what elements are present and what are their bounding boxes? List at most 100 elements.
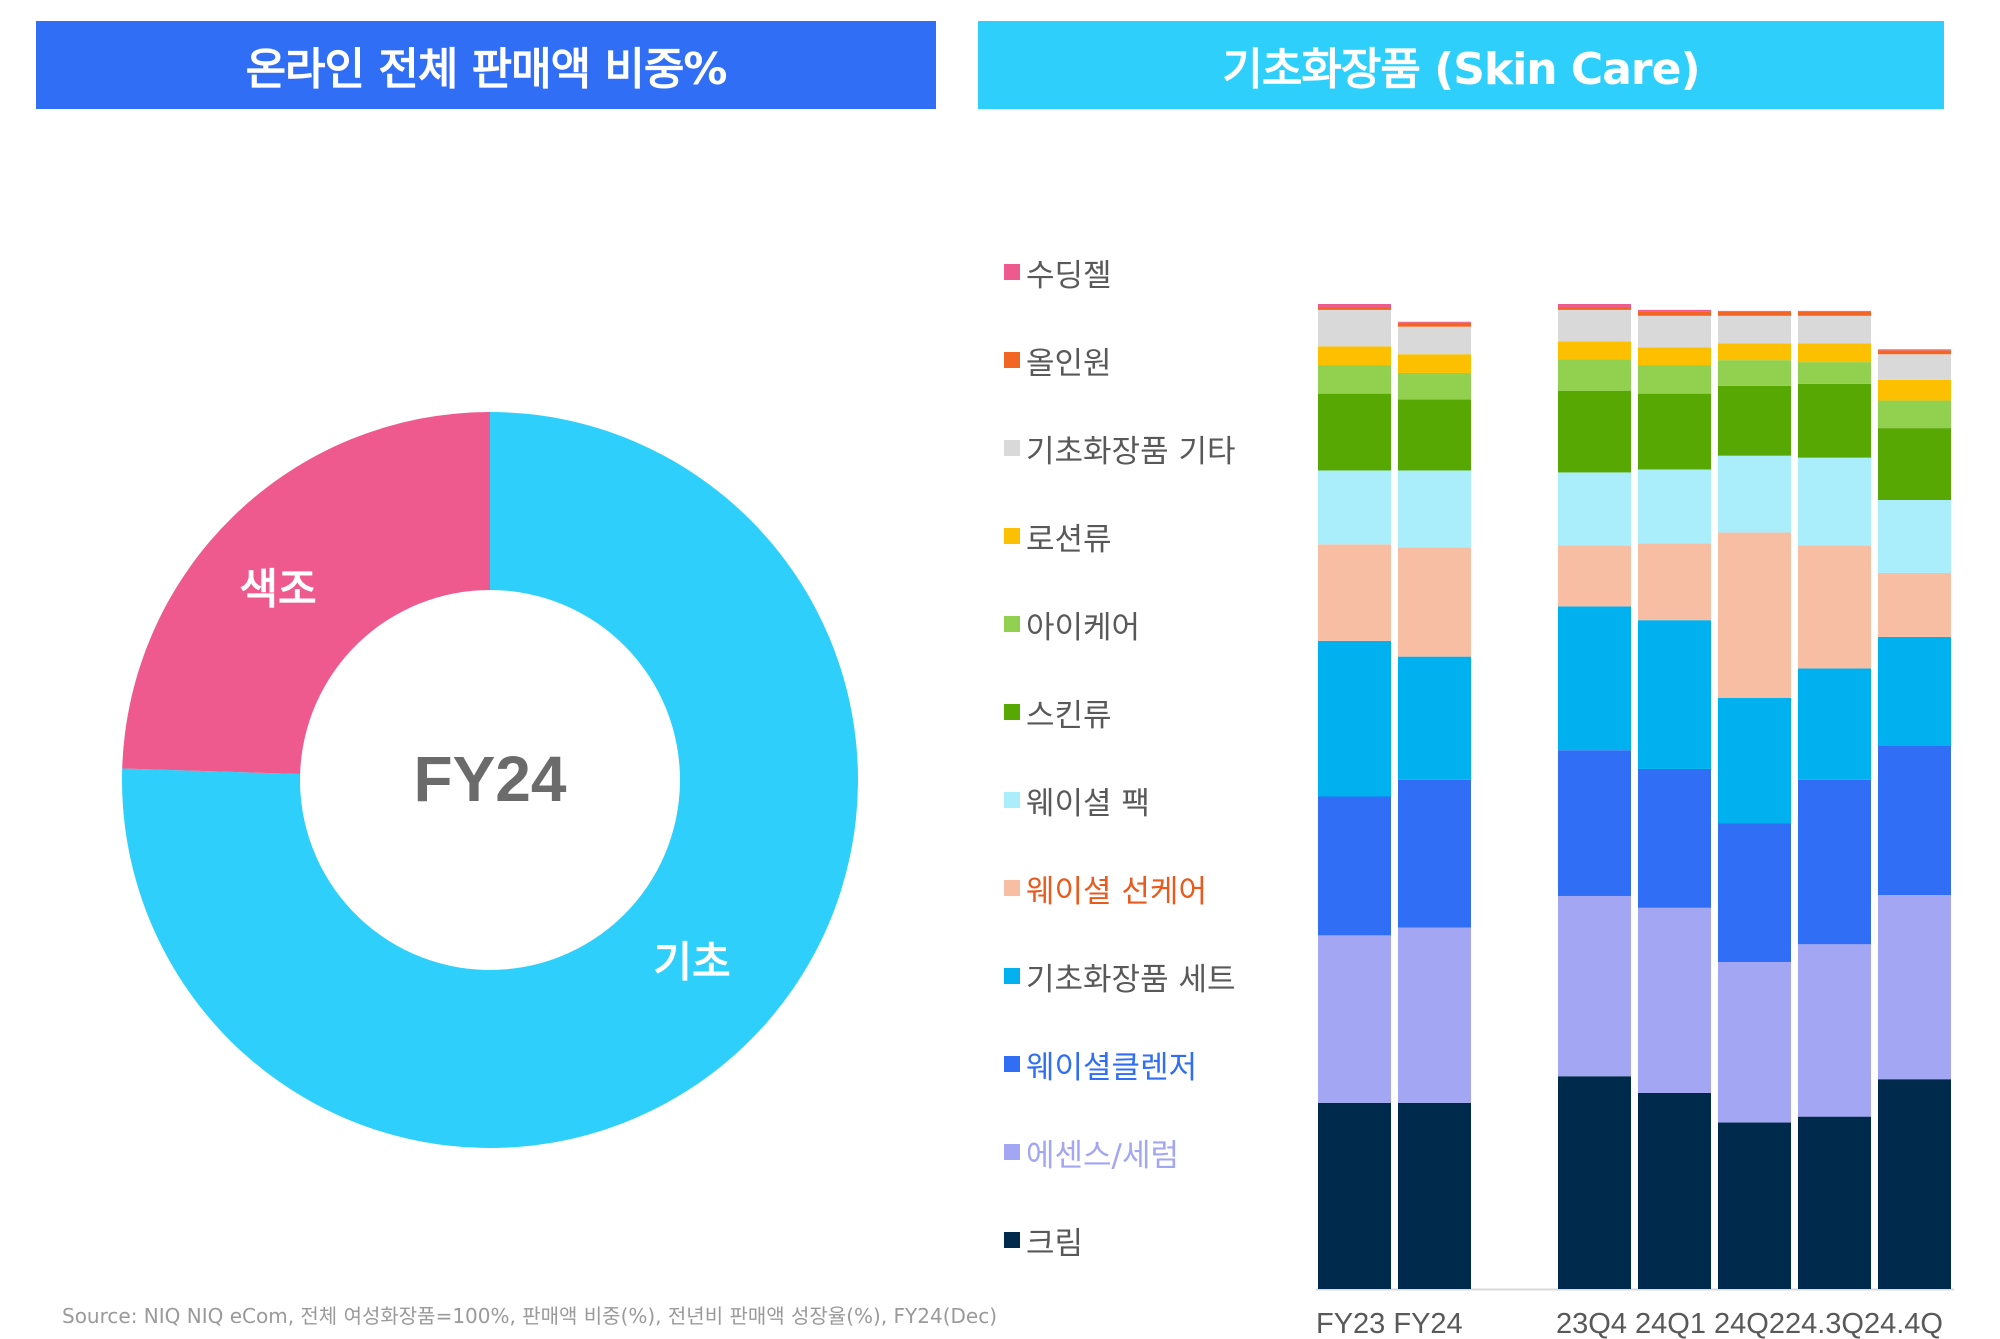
legend-label: 아이케어: [1026, 609, 1141, 646]
bar-segment: [1558, 341, 1631, 360]
bar-segment: [1638, 393, 1711, 470]
bar-segment: [1878, 745, 1951, 895]
bar-segment: [1878, 636, 1951, 746]
bar-segment: [1318, 935, 1391, 1103]
legend-swatch: [1004, 352, 1020, 368]
legend-swatch: [1004, 1144, 1020, 1160]
bar-segment: [1398, 372, 1471, 400]
bar-segment: [1398, 1102, 1471, 1289]
bar-segment: [1878, 349, 1951, 351]
bar-segment: [1718, 343, 1791, 361]
legend-label: 스킨류: [1026, 697, 1112, 734]
legend-item: 아이케어: [1004, 602, 1304, 646]
legend-swatch: [1004, 616, 1020, 632]
legend-label: 에센스/세럼: [1026, 1137, 1180, 1174]
legend-label: 올인원: [1026, 345, 1112, 382]
legend-item: 스킨류: [1004, 690, 1304, 734]
bar-segment: [1398, 656, 1471, 780]
bar-segment: [1318, 640, 1391, 797]
bar-segment: [1878, 428, 1951, 501]
bar-segment: [1718, 823, 1791, 962]
bar-segment: [1638, 907, 1711, 1093]
bar-segment: [1718, 961, 1791, 1123]
bar-segment: [1558, 750, 1631, 896]
legend-label: 크림: [1026, 1225, 1084, 1262]
bar-segment: [1878, 572, 1951, 637]
bar-segment: [1878, 895, 1951, 1080]
donut-slice-makeup: [122, 412, 491, 775]
bar-segment: [1718, 385, 1791, 456]
bar-segment: [1318, 470, 1391, 545]
bar-segment: [1558, 606, 1631, 751]
bar-segment: [1798, 311, 1871, 316]
legend-label: 로션류: [1026, 521, 1112, 558]
bar-segment: [1718, 1122, 1791, 1289]
bar-segment: [1638, 309, 1711, 312]
x-tick-label: FY23 FY24: [1316, 1308, 1463, 1339]
donut-slice-label: 색조: [239, 565, 316, 614]
bar-segment: [1878, 350, 1951, 355]
legend-swatch: [1004, 880, 1020, 896]
bar-segment: [1638, 469, 1711, 544]
bar-segment: [1318, 346, 1391, 366]
legend-label: 웨이셜 팩: [1026, 785, 1150, 822]
bar-segment: [1798, 383, 1871, 458]
bar-segment: [1718, 360, 1791, 386]
legend-swatch: [1004, 792, 1020, 808]
bar-segment: [1318, 1102, 1391, 1289]
legend-swatch: [1004, 528, 1020, 544]
bar-segment: [1798, 944, 1871, 1117]
bar-segment: [1558, 306, 1631, 310]
legend-label: 기초화장품 기타: [1026, 433, 1236, 470]
bar-segment: [1638, 543, 1711, 621]
bar-segment: [1878, 500, 1951, 573]
bar-segment: [1638, 347, 1711, 366]
legend-item: 기초화장품 세트: [1004, 954, 1304, 998]
bar-segment: [1318, 306, 1391, 310]
legend-swatch: [1004, 1232, 1020, 1248]
donut-center-label: FY24: [414, 743, 567, 815]
bar-segment: [1718, 315, 1791, 344]
legend-label: 기초화장품 세트: [1026, 961, 1236, 998]
bar-segment: [1558, 895, 1631, 1077]
bar-segment: [1398, 779, 1471, 928]
legend-swatch: [1004, 968, 1020, 984]
bar-segment: [1638, 365, 1711, 394]
bar-segment: [1398, 321, 1471, 323]
legend-item: 기초화장품 기타: [1004, 426, 1304, 470]
bar-segment: [1638, 315, 1711, 348]
donut-chart: 기초 색조 FY24: [122, 412, 859, 1148]
legend-swatch: [1004, 440, 1020, 456]
legend-swatch: [1004, 1056, 1020, 1072]
legend-item: 올인원: [1004, 338, 1304, 382]
bar-segment: [1718, 532, 1791, 698]
legend-item: 웨이셜 선케어: [1004, 866, 1304, 910]
bar-segment: [1638, 1092, 1711, 1289]
bar-segment: [1558, 390, 1631, 473]
bar-segment: [1718, 455, 1791, 533]
bar-segment: [1798, 343, 1871, 363]
bar-segment: [1558, 472, 1631, 546]
bar-segment: [1638, 311, 1711, 316]
bar-segment: [1398, 927, 1471, 1103]
bar-segment: [1718, 310, 1791, 312]
bar-segment: [1798, 457, 1871, 546]
legend-item: 수딩젤: [1004, 250, 1304, 294]
bar-segment: [1798, 1116, 1871, 1289]
bar-segment: [1638, 620, 1711, 769]
legend-item: 에센스/세럼: [1004, 1130, 1304, 1174]
bar-segment: [1798, 545, 1871, 669]
bar-segment: [1558, 309, 1631, 342]
bar-segment: [1398, 547, 1471, 657]
bar-segment: [1398, 326, 1471, 355]
legend-label: 웨이셜 선케어: [1026, 873, 1207, 910]
bar-segment: [1798, 362, 1871, 384]
x-tick-label: 23Q4 24Q1 24Q224.3Q24.4Q: [1556, 1308, 1943, 1339]
bar-segment: [1398, 354, 1471, 373]
left-panel-title: 온라인 전체 판매액 비중%: [245, 44, 728, 95]
legend-swatch: [1004, 704, 1020, 720]
bar-segment: [1318, 393, 1391, 471]
bar-segment: [1318, 796, 1391, 936]
bar-segment: [1878, 1079, 1951, 1289]
